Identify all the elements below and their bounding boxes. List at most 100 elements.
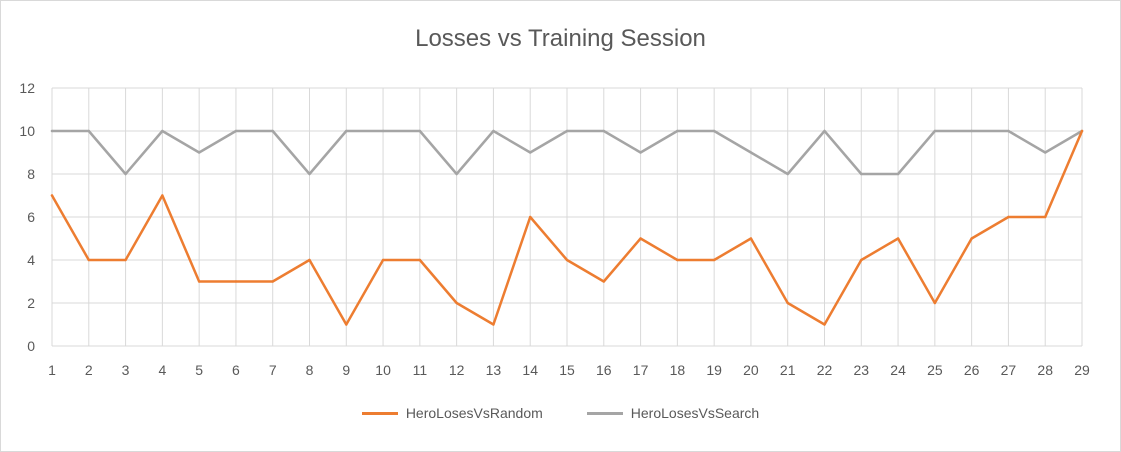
x-tick-label: 9 (342, 362, 350, 378)
data-point-herolosesvsrandom (492, 323, 495, 326)
data-point-herolosesvssearch (50, 129, 54, 133)
data-point-herolosesvssearch (234, 129, 238, 133)
data-point-herolosesvsrandom (308, 258, 311, 262)
x-tick-label: 23 (853, 362, 869, 378)
x-tick-label: 28 (1037, 362, 1053, 378)
data-point-herolosesvsrandom (381, 258, 385, 262)
data-point-herolosesvsrandom (1044, 215, 1047, 219)
data-point-herolosesvsrandom (712, 258, 716, 262)
data-point-herolosesvsrandom (50, 194, 54, 197)
x-tick-label: 10 (375, 362, 391, 378)
data-point-herolosesvssearch (933, 129, 937, 133)
data-point-herolosesvssearch (124, 172, 127, 176)
x-tick-label: 13 (486, 362, 502, 378)
x-tick-label: 3 (122, 362, 130, 378)
data-point-herolosesvsrandom (639, 237, 642, 240)
legend-item-search: HeroLosesVsSearch (586, 405, 760, 421)
x-tick-label: 4 (158, 362, 166, 378)
data-point-herolosesvssearch (271, 129, 274, 133)
data-point-herolosesvssearch (896, 172, 900, 176)
y-tick-label: 2 (27, 295, 35, 311)
data-point-herolosesvssearch (381, 129, 385, 133)
data-point-herolosesvsrandom (345, 323, 348, 326)
data-point-herolosesvsrandom (529, 215, 532, 219)
data-point-herolosesvsrandom (749, 237, 753, 240)
legend-swatch-search (586, 411, 623, 415)
data-point-herolosesvsrandom (565, 258, 569, 262)
x-tick-label: 12 (449, 362, 465, 378)
x-tick-label: 19 (706, 362, 722, 378)
data-point-herolosesvsrandom (234, 280, 238, 283)
data-point-herolosesvsrandom (455, 301, 458, 305)
data-point-herolosesvsrandom (786, 301, 789, 305)
x-tick-label: 24 (890, 362, 906, 378)
data-point-herolosesvsrandom (197, 280, 201, 283)
x-tick-label: 18 (670, 362, 686, 378)
data-point-herolosesvssearch (1044, 151, 1047, 154)
x-tick-label: 29 (1074, 362, 1090, 378)
data-point-herolosesvsrandom (1007, 215, 1010, 219)
data-point-herolosesvsrandom (860, 258, 863, 262)
data-point-herolosesvssearch (786, 172, 789, 176)
data-point-herolosesvssearch (860, 172, 863, 176)
x-tick-label: 21 (780, 362, 796, 378)
data-point-herolosesvssearch (639, 151, 642, 154)
data-point-herolosesvssearch (602, 129, 605, 133)
data-point-herolosesvsrandom (970, 237, 973, 240)
data-point-herolosesvssearch (676, 129, 679, 133)
data-point-herolosesvsrandom (87, 258, 90, 262)
series-lines (50, 129, 1084, 326)
data-point-herolosesvssearch (87, 129, 90, 133)
y-tick-label: 6 (27, 209, 35, 225)
data-point-herolosesvssearch (308, 172, 311, 176)
x-tick-label: 25 (927, 362, 943, 378)
data-point-herolosesvssearch (1007, 129, 1010, 133)
legend-swatch-random (361, 411, 398, 415)
data-point-herolosesvsrandom (602, 280, 605, 283)
legend-label-random: HeroLosesVsRandom (405, 405, 543, 421)
data-point-herolosesvsrandom (676, 258, 679, 262)
x-tick-label: 14 (522, 362, 538, 378)
data-point-herolosesvsrandom (124, 258, 127, 262)
x-tick-label: 2 (85, 362, 93, 378)
y-tick-label: 8 (27, 166, 35, 182)
legend-label-search: HeroLosesVsSearch (630, 405, 760, 421)
data-point-herolosesvsrandom (933, 301, 937, 305)
data-point-herolosesvssearch (823, 129, 826, 133)
data-point-herolosesvssearch (749, 151, 753, 154)
x-tick-label: 7 (269, 362, 277, 378)
data-point-herolosesvssearch (565, 129, 569, 133)
data-point-herolosesvsrandom (896, 237, 900, 240)
data-point-herolosesvssearch (455, 172, 458, 176)
data-point-herolosesvssearch (529, 151, 532, 154)
chart-title: Losses vs Training Session (415, 25, 706, 52)
x-tick-label: 5 (195, 362, 203, 378)
data-point-herolosesvsrandom (418, 258, 422, 262)
grid-lines (51, 87, 1083, 347)
data-point-herolosesvssearch (418, 129, 422, 133)
data-point-herolosesvssearch (197, 151, 201, 154)
y-tick-label: 0 (27, 338, 35, 354)
data-point-herolosesvssearch (161, 129, 164, 133)
x-tick-label: 27 (1001, 362, 1017, 378)
x-tick-label: 11 (413, 362, 428, 378)
y-tick-label: 4 (27, 252, 35, 268)
y-tick-label: 12 (19, 80, 35, 96)
data-point-herolosesvssearch (712, 129, 716, 133)
x-tick-label: 15 (559, 362, 575, 378)
data-point-herolosesvsrandom (271, 280, 274, 283)
data-point-herolosesvsrandom (823, 323, 826, 326)
x-tick-label: 8 (306, 362, 314, 378)
data-point-herolosesvsrandom (1080, 129, 1084, 133)
x-tick-label: 16 (596, 362, 612, 378)
x-tick-label: 22 (817, 362, 833, 378)
x-tick-label: 1 (48, 362, 56, 378)
data-point-herolosesvsrandom (161, 194, 164, 197)
legend-item-random: HeroLosesVsRandom (361, 405, 543, 421)
x-tick-label: 20 (743, 362, 759, 378)
y-tick-label: 10 (19, 123, 35, 139)
x-tick-label: 6 (232, 362, 240, 378)
